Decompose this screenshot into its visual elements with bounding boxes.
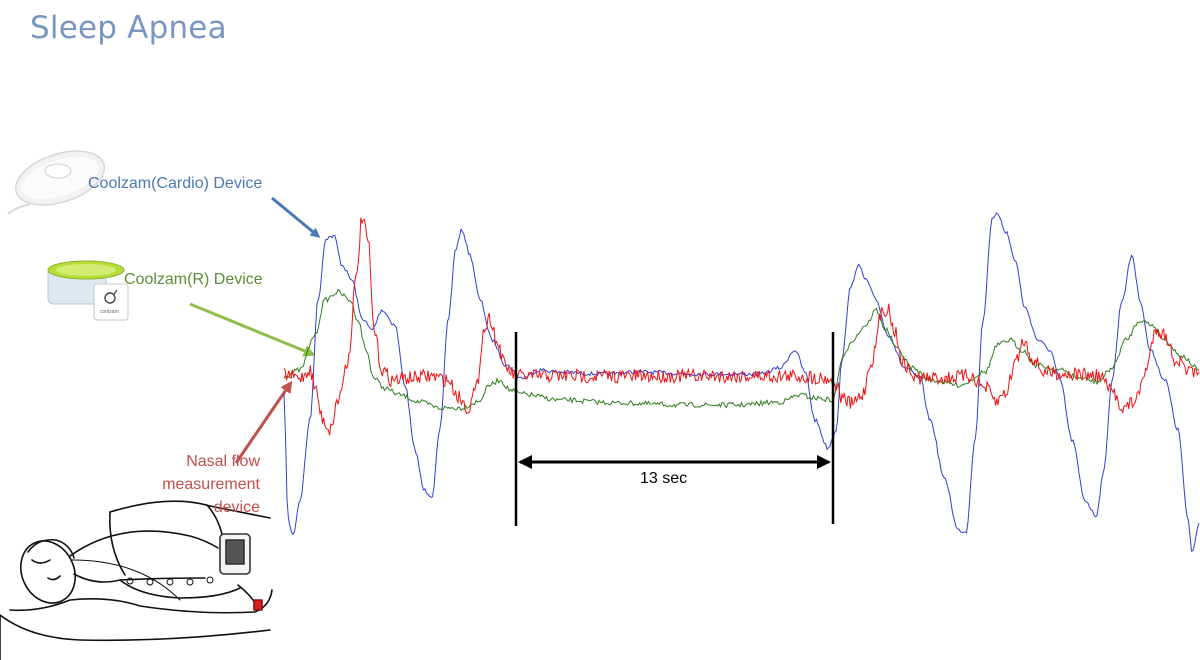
r-device-brand: coolzam bbox=[100, 309, 119, 315]
signal-traces bbox=[283, 212, 1200, 552]
nasal-label-line1: Nasal flow bbox=[186, 453, 260, 470]
nasal-device-label: Nasal flow measurement device bbox=[120, 450, 260, 519]
patient-sketch-image bbox=[0, 500, 273, 660]
arrow-nasal bbox=[234, 380, 293, 464]
r-device-signal-trace bbox=[283, 288, 1200, 412]
cardio-device-label: Coolzam(Cardio) Device bbox=[88, 175, 263, 192]
page-title: Sleep Apnea bbox=[30, 10, 227, 46]
arrow-r-device bbox=[189, 302, 316, 357]
cardio-device-image bbox=[0, 138, 110, 222]
arrow-cardio bbox=[271, 196, 321, 238]
interval-duration-label: 13 sec bbox=[640, 470, 688, 487]
r-device-label: Coolzam(R) Device bbox=[124, 271, 263, 288]
nasal-label-line2: measurement device bbox=[162, 476, 260, 516]
r-device-image: coolzam bbox=[47, 260, 129, 321]
nasal-flow-signal-trace bbox=[283, 217, 1200, 436]
cardio-signal-trace bbox=[283, 212, 1200, 552]
